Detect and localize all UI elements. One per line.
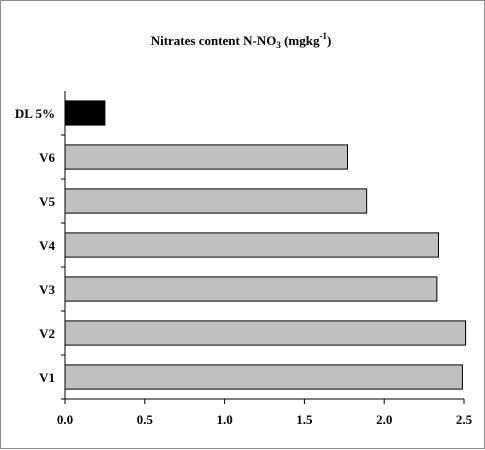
title-unit-close: )	[327, 33, 331, 48]
y-category-label: V5	[39, 194, 55, 209]
x-tick-label: 0.0	[57, 412, 73, 427]
y-category-label: V2	[39, 326, 55, 341]
title-subscript: 3	[276, 40, 281, 50]
x-tick-label: 0.5	[137, 412, 154, 427]
y-category-label: V1	[39, 370, 55, 385]
plot-area: 0.0 0.5 1.0 1.5 2.0 2.5 V1 V2 V3 V4 V5 V6 DL 5%	[15, 91, 473, 427]
y-category-label: DL 5%	[15, 106, 55, 121]
chart-title: Nitrates content N-NO3 (mgkg-1)	[151, 31, 332, 50]
title-unit-open: (mgkg	[281, 33, 320, 48]
title-main: Nitrates content N-NO	[151, 33, 277, 48]
x-tick-label: 1.5	[296, 412, 313, 427]
bar	[64, 232, 439, 258]
bar	[64, 320, 467, 346]
y-category-label: V6	[39, 150, 55, 165]
bar	[64, 276, 438, 302]
x-tick-label: 2.0	[376, 412, 392, 427]
x-tick-label: 1.0	[216, 412, 232, 427]
title-superscript: -1	[319, 31, 327, 41]
bar	[64, 364, 463, 390]
bar	[64, 100, 106, 126]
bar	[64, 188, 368, 214]
x-tick-label: 2.5	[456, 412, 473, 427]
y-category-label: V3	[39, 282, 55, 297]
bar	[64, 144, 348, 170]
y-category-label: V4	[39, 238, 55, 253]
